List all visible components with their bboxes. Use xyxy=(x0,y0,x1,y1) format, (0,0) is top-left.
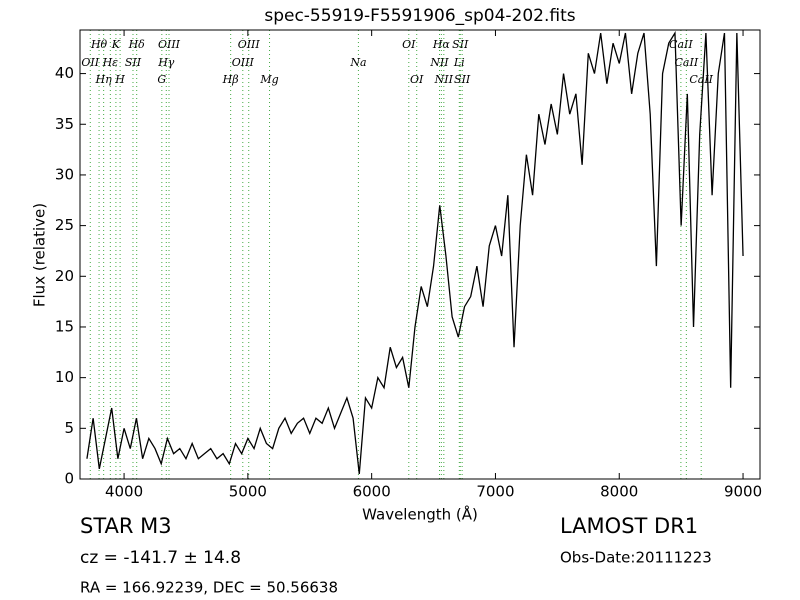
survey-label: LAMOST DR1 xyxy=(560,514,698,538)
x-tick-label: 7000 xyxy=(476,483,514,501)
y-tick-label: 30 xyxy=(55,165,74,183)
spectral-line-label: Mg xyxy=(259,73,278,86)
y-tick-label: 5 xyxy=(64,419,74,437)
spectral-line-label: OII xyxy=(81,56,99,69)
spectral-line-label: SII xyxy=(125,56,142,69)
plot-frame xyxy=(79,29,761,480)
spectral-line-label: OIII xyxy=(238,38,261,51)
spectral-line-label: OI xyxy=(410,73,424,86)
spectral-line-label: Hα xyxy=(432,38,451,51)
spectral-line-label: Hδ xyxy=(128,38,146,51)
spectral-line-label: Li xyxy=(453,56,465,69)
y-tick-label: 0 xyxy=(64,470,74,488)
y-tick-label: 15 xyxy=(55,317,74,335)
coords-label: RA = 166.92239, DEC = 50.56638 xyxy=(80,579,338,597)
spectral-line-label: OI xyxy=(402,38,416,51)
chart-title: spec-55919-F5591906_sp04-202.fits xyxy=(264,6,575,26)
spectral-line-label: Hβ xyxy=(222,73,239,86)
x-tick-label: 4000 xyxy=(105,483,143,501)
y-tick-label: 25 xyxy=(55,216,74,234)
y-tick-label: 40 xyxy=(55,64,74,82)
spectral-line-label: Hε xyxy=(102,56,119,69)
x-tick-label: 9000 xyxy=(724,483,762,501)
y-tick-label: 20 xyxy=(55,267,74,285)
spectral-line-label: OIII xyxy=(232,56,255,69)
spectrum-line xyxy=(86,30,744,475)
spectral-line-label: CaII xyxy=(675,56,699,69)
spectral-line-label: Na xyxy=(349,56,366,69)
x-tick-label: 5000 xyxy=(229,483,267,501)
x-axis-label: Wavelength (Å) xyxy=(362,505,478,524)
spectral-line-label: G xyxy=(157,73,166,86)
spectral-line-label: K xyxy=(111,38,121,51)
spectral-line-label: CaII xyxy=(689,73,713,86)
spectral-line-label: Hγ xyxy=(157,56,175,69)
spectral-line-label: NII xyxy=(434,73,454,86)
date-label: Obs-Date:20111223 xyxy=(560,549,712,567)
y-axis-label: Flux (relative) xyxy=(31,203,49,307)
spectral-line-label: NII xyxy=(429,56,449,69)
spectral-line-label: OIII xyxy=(158,38,181,51)
cz-label: cz = -141.7 ± 14.8 xyxy=(80,548,241,568)
spectral-line-label: SII xyxy=(452,38,469,51)
x-tick-label: 8000 xyxy=(600,483,638,501)
spectral-line-label: H xyxy=(114,73,125,86)
y-tick-label: 10 xyxy=(55,368,74,386)
y-tick-label: 35 xyxy=(55,115,74,133)
x-tick-label: 6000 xyxy=(353,483,391,501)
spectral-line-label: SII xyxy=(454,73,471,86)
spectral-line-label: Hθ xyxy=(90,38,108,51)
spectral-line-label: Hη xyxy=(95,73,113,86)
class-label: STAR M3 xyxy=(80,514,172,538)
spectral-line-label: CaII xyxy=(669,38,693,51)
